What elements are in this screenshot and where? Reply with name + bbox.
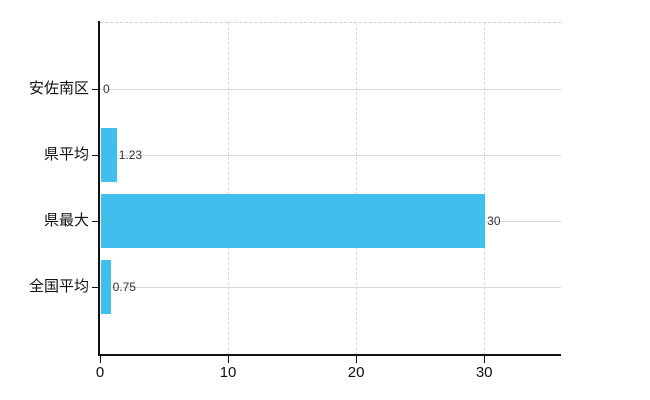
bar xyxy=(101,260,111,314)
value-label: 0.75 xyxy=(112,280,136,294)
x-tick-label: 10 xyxy=(219,364,237,381)
horizontal-gridline xyxy=(100,287,561,288)
x-axis-line xyxy=(98,354,561,356)
horizontal-gridline xyxy=(100,155,561,156)
x-axis-tick xyxy=(227,356,230,363)
y-axis-tick xyxy=(92,88,100,90)
x-axis-tick xyxy=(483,356,486,363)
plot-top-border xyxy=(100,22,561,23)
x-tick-label: 0 xyxy=(95,364,105,381)
y-axis-tick xyxy=(92,220,100,222)
y-axis-tick xyxy=(92,154,100,156)
vertical-gridline xyxy=(484,22,486,355)
x-axis-tick xyxy=(355,356,358,363)
bar xyxy=(101,194,486,248)
vertical-gridline xyxy=(356,22,358,355)
category-label: 安佐南区 xyxy=(28,80,89,97)
y-axis-line xyxy=(98,21,100,356)
y-axis-tick xyxy=(92,286,100,288)
value-label: 30 xyxy=(487,214,501,228)
value-label: 0 xyxy=(103,82,110,96)
x-tick-label: 20 xyxy=(347,364,365,381)
category-label: 県平均 xyxy=(43,146,89,163)
horizontal-gridline xyxy=(100,89,561,90)
x-tick-label: 30 xyxy=(475,364,493,381)
category-label: 全国平均 xyxy=(28,278,89,295)
x-axis-tick xyxy=(99,356,101,363)
category-label: 県最大 xyxy=(43,212,89,229)
vertical-gridline xyxy=(228,22,230,355)
bar xyxy=(101,128,117,182)
value-label: 1.23 xyxy=(118,148,143,162)
